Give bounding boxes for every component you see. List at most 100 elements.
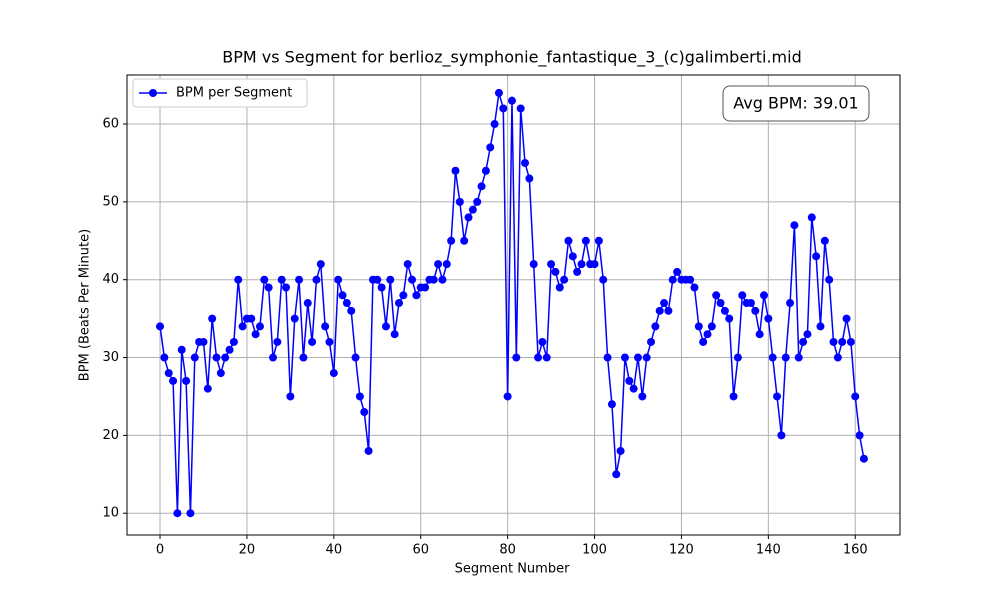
x-tick-label: 100 — [582, 543, 607, 558]
data-point — [234, 275, 243, 284]
data-point — [238, 322, 247, 331]
data-point — [364, 446, 373, 455]
data-point — [746, 299, 755, 308]
data-point — [738, 291, 747, 300]
data-point — [299, 353, 308, 362]
data-point — [647, 337, 656, 346]
data-point — [447, 236, 456, 245]
data-point — [442, 260, 451, 269]
x-tick-label: 80 — [499, 543, 516, 558]
data-point — [612, 470, 621, 479]
data-point — [412, 291, 421, 300]
chart-title: BPM vs Segment for berlioz_symphonie_fan… — [222, 48, 801, 68]
data-point — [277, 275, 286, 284]
data-point — [295, 275, 304, 284]
data-point — [725, 314, 734, 323]
data-point — [629, 384, 638, 393]
data-line — [159, 92, 865, 514]
data-point — [694, 322, 703, 331]
data-point — [312, 275, 321, 284]
data-point — [216, 369, 225, 378]
data-point — [542, 353, 551, 362]
data-point — [403, 260, 412, 269]
data-point — [846, 337, 855, 346]
data-point — [521, 158, 530, 167]
data-point — [577, 260, 586, 269]
data-point — [707, 322, 716, 331]
data-point — [308, 337, 317, 346]
data-point — [351, 353, 360, 362]
y-tick-label: 50 — [102, 194, 119, 209]
data-point — [555, 283, 564, 292]
data-point — [551, 267, 560, 276]
data-point — [794, 353, 803, 362]
data-point — [686, 275, 695, 284]
data-point — [842, 314, 851, 323]
data-point — [851, 392, 860, 401]
data-point — [156, 322, 165, 331]
data-point — [390, 330, 399, 339]
data-point — [816, 322, 825, 331]
data-point — [599, 275, 608, 284]
data-point — [755, 330, 764, 339]
data-point — [699, 337, 708, 346]
data-point — [499, 104, 508, 113]
data-point — [386, 275, 395, 284]
data-point — [373, 275, 382, 284]
data-point — [594, 236, 603, 245]
data-point — [642, 353, 651, 362]
legend-label: BPM per Segment — [176, 86, 292, 101]
data-point — [321, 322, 330, 331]
data-point — [290, 314, 299, 323]
data-point — [673, 267, 682, 276]
data-point — [260, 275, 269, 284]
data-point — [668, 275, 677, 284]
data-point — [720, 306, 729, 315]
data-point — [825, 275, 834, 284]
y-tick-label: 10 — [102, 506, 119, 521]
data-point — [186, 509, 195, 518]
data-point — [759, 291, 768, 300]
data-point — [807, 213, 816, 222]
data-point — [177, 345, 186, 354]
data-point — [781, 353, 790, 362]
data-point — [316, 260, 325, 269]
x-tick-label: 40 — [326, 543, 343, 558]
x-tick-label: 140 — [756, 543, 781, 558]
data-point — [703, 330, 712, 339]
x-tick-label: 20 — [239, 543, 256, 558]
data-point — [229, 337, 238, 346]
data-point — [377, 283, 386, 292]
data-point — [395, 299, 404, 308]
data-point — [334, 275, 343, 284]
data-point — [560, 275, 569, 284]
data-point — [590, 260, 599, 269]
annotation-box — [722, 85, 870, 122]
data-point — [203, 384, 212, 393]
data-point — [638, 392, 647, 401]
data-point — [399, 291, 408, 300]
data-point — [182, 376, 191, 385]
data-point — [460, 236, 469, 245]
data-point — [777, 431, 786, 440]
data-point — [494, 88, 503, 97]
data-point — [660, 299, 669, 308]
data-point — [859, 454, 868, 463]
data-point — [547, 260, 556, 269]
data-point — [473, 197, 482, 206]
data-point — [325, 337, 334, 346]
y-tick-label: 30 — [102, 350, 119, 365]
data-point — [790, 221, 799, 230]
data-point — [651, 322, 660, 331]
data-point — [268, 353, 277, 362]
data-point — [625, 376, 634, 385]
data-point — [455, 197, 464, 206]
data-point — [342, 299, 351, 308]
data-point — [221, 353, 230, 362]
data-point — [251, 330, 260, 339]
data-point — [164, 369, 173, 378]
data-point — [516, 104, 525, 113]
x-tick-label: 120 — [669, 543, 694, 558]
data-point — [568, 252, 577, 261]
